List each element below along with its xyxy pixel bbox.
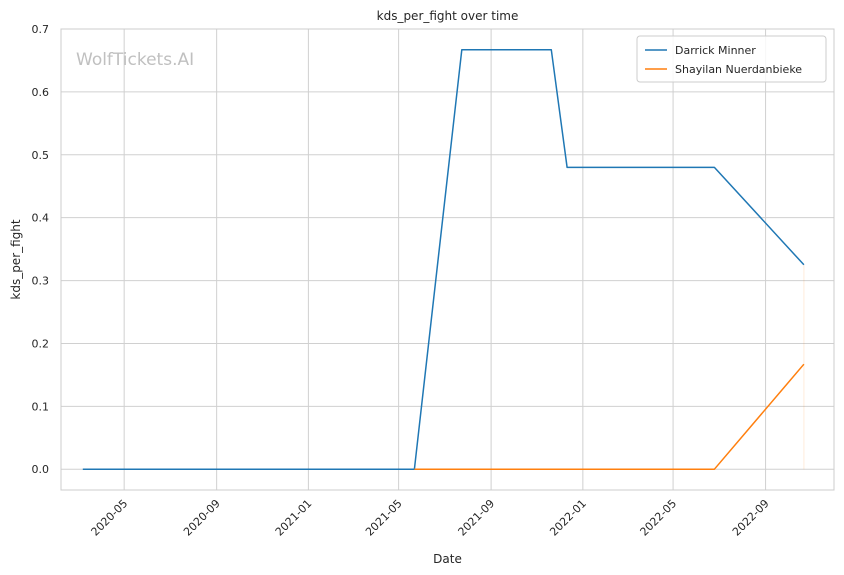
y-tick-label: 0.1 xyxy=(32,400,50,413)
y-axis-ticks: 0.0 0.1 0.2 0.3 0.4 0.5 0.6 0.7 xyxy=(32,23,50,476)
x-tick-label: 2021-09 xyxy=(456,497,498,539)
legend-label-1: Darrick Minner xyxy=(675,44,756,57)
series-line-2 xyxy=(414,363,805,470)
x-tick-label: 2022-05 xyxy=(638,497,680,539)
grid-lines xyxy=(61,28,834,490)
x-tick-label: 2020-05 xyxy=(89,497,131,539)
x-axis-label: Date xyxy=(433,552,462,566)
y-tick-label: 0.7 xyxy=(32,23,50,36)
series-lines xyxy=(82,49,805,470)
legend: Darrick Minner Shayilan Nuerdanbieke xyxy=(636,35,827,83)
x-tick-label: 2022-09 xyxy=(730,497,772,539)
chart-title: kds_per_fight over time xyxy=(377,9,519,23)
x-tick-label: 2022-01 xyxy=(547,497,589,539)
x-axis-ticks: 2020-05 2020-09 2021-01 2021-05 2021-09 2022-… xyxy=(89,497,772,539)
plot-area xyxy=(60,28,835,491)
legend-box xyxy=(636,35,827,83)
x-tick-label: 2021-05 xyxy=(363,497,405,539)
watermark: WolfTickets.AI xyxy=(76,50,194,70)
y-axis-label: kds_per_fight xyxy=(9,219,23,300)
legend-label-2: Shayilan Nuerdanbieke xyxy=(675,63,802,76)
y-tick-label: 0.0 xyxy=(32,463,50,476)
y-tick-label: 0.2 xyxy=(32,337,50,350)
x-tick-label: 2020-09 xyxy=(181,497,223,539)
y-tick-label: 0.6 xyxy=(32,86,50,99)
y-tick-label: 0.3 xyxy=(32,275,50,288)
x-tick-label: 2021-01 xyxy=(273,497,315,539)
y-tick-label: 0.5 xyxy=(32,149,50,162)
y-tick-label: 0.4 xyxy=(32,212,50,225)
